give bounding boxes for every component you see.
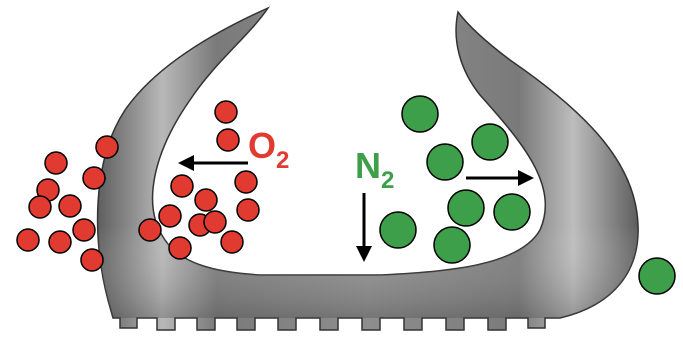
nitrogen-molecule: [426, 143, 464, 181]
oxygen-molecule: [203, 210, 227, 234]
oxygen-molecule: [194, 188, 218, 212]
oxygen-molecule: [16, 228, 40, 252]
oxygen-label: O2: [248, 125, 289, 174]
oxygen-molecule: [216, 128, 240, 152]
oxygen-molecule: [158, 204, 182, 228]
nitrogen-particles: [379, 95, 676, 295]
nitrogen-label-sub: 2: [381, 167, 394, 194]
arrow-left-icon: [178, 155, 248, 171]
oxygen-label-sub: 2: [276, 147, 289, 174]
nitrogen-molecule: [493, 193, 531, 231]
oxygen-molecule: [95, 135, 119, 159]
oxygen-molecule: [214, 100, 238, 124]
nitrogen-molecule: [471, 123, 509, 161]
nitrogen-label: N2: [355, 145, 394, 194]
oxygen-molecule: [168, 236, 192, 260]
nitrogen-molecule: [433, 226, 471, 264]
oxygen-label-base: O: [248, 125, 276, 166]
nitrogen-molecule: [379, 211, 417, 249]
oxygen-molecule: [28, 195, 52, 219]
nitrogen-molecule: [638, 257, 676, 295]
oxygen-molecule: [234, 170, 258, 194]
oxygen-molecule: [44, 151, 68, 175]
membrane-shape: [96, 6, 639, 331]
nitrogen-molecule: [401, 95, 439, 133]
nitrogen-label-base: N: [355, 145, 381, 186]
oxygen-molecule: [138, 218, 162, 242]
oxygen-molecule: [220, 230, 244, 254]
oxygen-molecule: [48, 230, 72, 254]
arrow-down-icon: [356, 193, 372, 262]
arrow-right-icon: [466, 170, 534, 186]
nitrogen-molecule: [447, 189, 485, 227]
oxygen-molecule: [72, 218, 96, 242]
oxygen-molecule: [170, 174, 194, 198]
oxygen-molecule: [58, 194, 82, 218]
oxygen-molecule: [80, 248, 104, 272]
oxygen-molecule: [82, 166, 106, 190]
oxygen-particles: [16, 100, 260, 272]
oxygen-molecule: [236, 198, 260, 222]
